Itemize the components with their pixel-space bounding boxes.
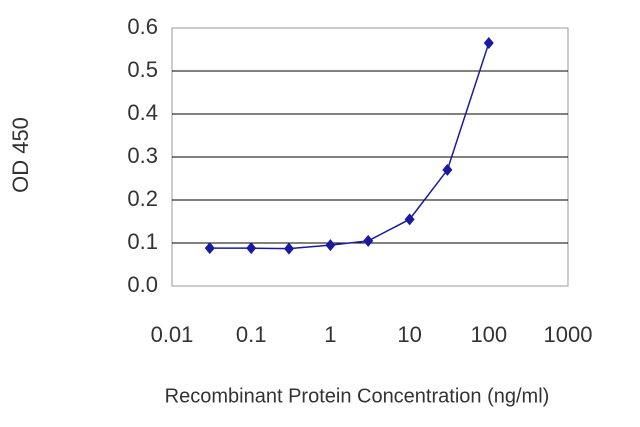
data-point	[404, 213, 415, 226]
y-tick-label: 0.6	[127, 14, 158, 39]
x-tick-label: 1000	[544, 322, 593, 347]
y-tick-label: 0.4	[127, 100, 158, 125]
x-tick-label: 10	[397, 322, 421, 347]
x-axis-label: Recombinant Protein Concentration (ng/ml…	[165, 385, 550, 407]
data-point	[246, 242, 257, 255]
data-point	[325, 239, 336, 252]
y-axis-label: OD 450	[8, 117, 33, 193]
data-point	[283, 242, 294, 255]
data-point	[363, 234, 374, 247]
data-point	[483, 37, 494, 50]
data-point	[442, 163, 453, 176]
y-tick-label: 0.1	[127, 229, 158, 254]
x-tick-label: 0.1	[236, 322, 267, 347]
data-point	[204, 242, 215, 255]
fit-line	[209, 42, 490, 250]
y-tick-label: 0.0	[127, 272, 158, 297]
x-tick-label: 100	[470, 322, 507, 347]
y-tick-label: 0.5	[127, 57, 158, 82]
x-tick-label: 1	[324, 322, 336, 347]
y-tick-label: 0.3	[127, 143, 158, 168]
y-tick-label: 0.2	[127, 186, 158, 211]
x-tick-label: 0.01	[151, 322, 194, 347]
